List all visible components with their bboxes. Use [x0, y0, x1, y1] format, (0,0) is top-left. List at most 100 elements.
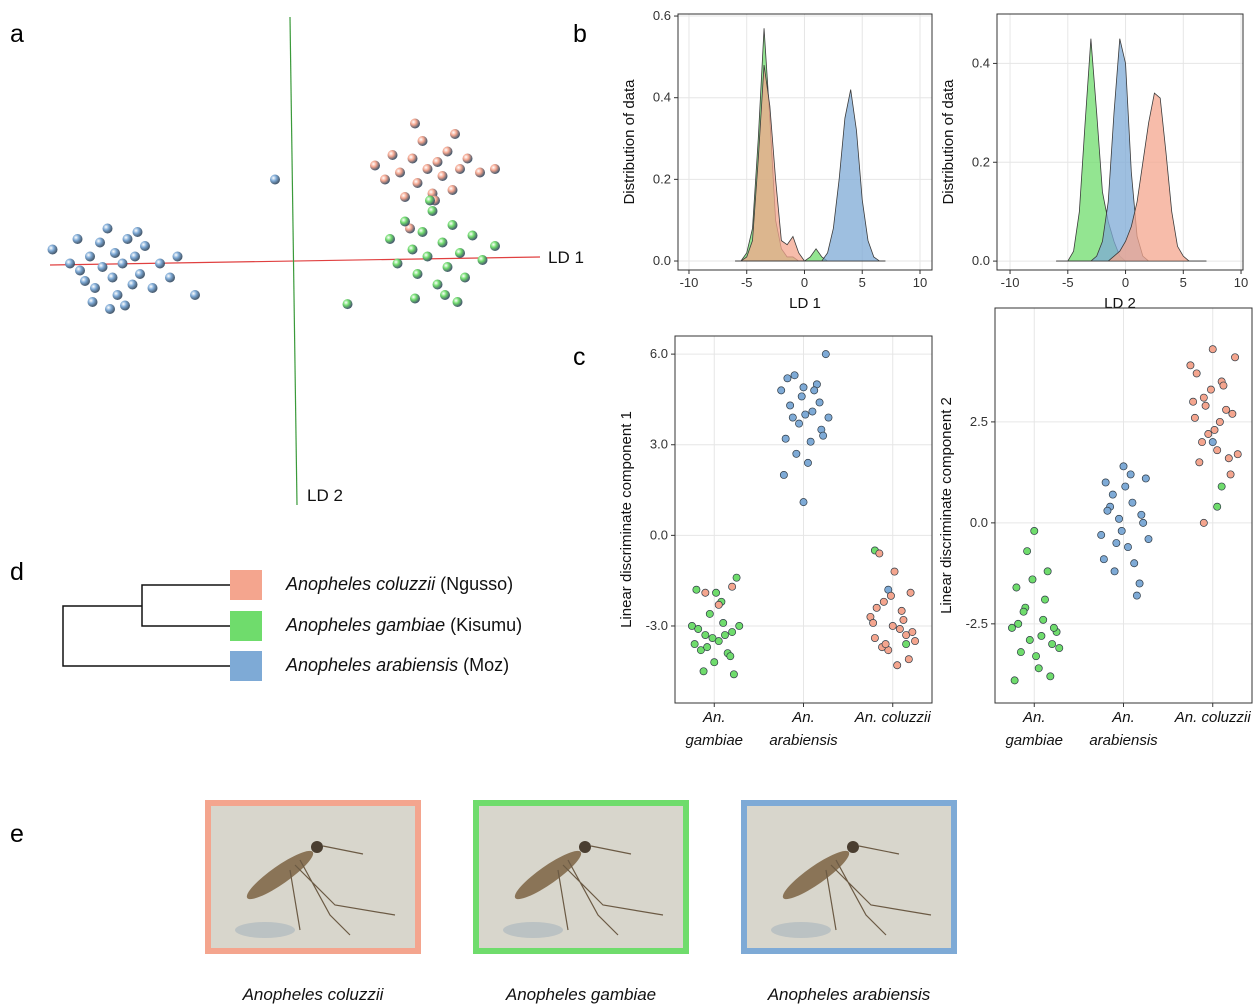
data-point [712, 588, 720, 597]
plot-frame [677, 13, 933, 271]
data-point [699, 667, 708, 676]
data-point [1192, 369, 1201, 378]
data-point [127, 279, 138, 290]
y-tick-label: 0.6 [653, 8, 671, 23]
y-tick-label: 2.5 [970, 414, 988, 429]
data-point [1208, 345, 1217, 354]
data-point [888, 622, 897, 630]
data-point [824, 413, 833, 422]
data-point [1037, 632, 1046, 640]
data-point [490, 241, 500, 251]
data-point [1110, 567, 1119, 576]
data-point [105, 304, 115, 314]
data-point [1115, 514, 1123, 523]
mosquito-sketch [503, 841, 664, 938]
data-point [1204, 430, 1213, 438]
species-name: Anopheles gambiae [286, 615, 446, 635]
y-tick-label: 0.0 [653, 253, 671, 268]
data-point [437, 171, 448, 181]
data-point [1231, 353, 1239, 362]
data-point [688, 622, 696, 630]
data-point [735, 622, 744, 630]
data-point [887, 591, 895, 600]
data-point [799, 498, 808, 507]
data-point [1210, 426, 1219, 434]
axis-label: LD 2 [307, 486, 343, 505]
data-point [1008, 623, 1016, 632]
data-point [1019, 607, 1028, 616]
x-tick-label: An. gambiae [685, 709, 744, 749]
data-point [122, 234, 133, 244]
data-point [407, 153, 418, 164]
data-point [714, 637, 723, 646]
x-tick-label: -5 [741, 275, 753, 290]
x-tick-label: 10 [1234, 275, 1248, 290]
data-point [1139, 518, 1148, 527]
data-point [1117, 526, 1126, 535]
data-point [870, 634, 879, 643]
shadow [771, 922, 831, 938]
data-point [1130, 559, 1139, 568]
data-point [1099, 555, 1108, 564]
data-point [801, 410, 810, 419]
data-point [190, 290, 200, 300]
x-axis-label: LD 1 [789, 295, 821, 312]
data-point [425, 195, 435, 206]
data-point [410, 293, 420, 304]
data-point [1224, 454, 1233, 463]
data-point [422, 251, 433, 262]
data-point [380, 174, 390, 185]
mosquito-body [246, 850, 314, 900]
legend-swatch [230, 611, 262, 641]
data-point [385, 234, 395, 244]
data-point [47, 244, 58, 255]
data-point [1023, 547, 1032, 556]
data-point [432, 157, 443, 167]
data-point [1222, 405, 1231, 414]
data-point [97, 262, 108, 272]
y-tick-label: 0.0 [650, 527, 668, 542]
legend-entry: Anopheles gambiae (Kisumu) [286, 615, 522, 636]
mosquito-head [847, 841, 859, 853]
x-tick-label: 0 [1122, 275, 1129, 290]
axis-line [49, 256, 541, 266]
data-point [1141, 474, 1150, 483]
panel-label: e [10, 820, 24, 848]
y-tick-label: 0.0 [972, 253, 990, 268]
data-point [110, 248, 120, 258]
data-point [810, 386, 819, 395]
data-point [120, 300, 130, 311]
axis-line [289, 16, 298, 506]
data-point [75, 265, 85, 276]
data-point [1186, 361, 1195, 370]
data-point [412, 178, 423, 188]
data-point [899, 615, 908, 624]
data-point [1039, 615, 1048, 624]
data-point [112, 290, 123, 300]
data-point [1144, 535, 1153, 543]
data-point [1199, 393, 1208, 402]
data-point [165, 272, 175, 283]
density-area [1056, 92, 1207, 262]
data-point [475, 167, 485, 178]
strain-name: (Kisumu) [450, 615, 523, 635]
data-point [1032, 652, 1040, 661]
data-point [1030, 526, 1039, 535]
data-point [1128, 498, 1137, 507]
data-point [904, 655, 913, 664]
y-tick-label: 0.4 [972, 55, 990, 70]
x-tick-label: 0 [801, 275, 808, 290]
data-point [1199, 518, 1208, 527]
legend-swatch [230, 651, 262, 681]
dendrogram [62, 584, 230, 667]
data-point [819, 431, 828, 440]
data-point [80, 276, 90, 286]
data-point [87, 297, 98, 307]
x-tick-label: -10 [1001, 275, 1020, 290]
mosquito-body [782, 850, 850, 900]
data-point [872, 603, 881, 612]
data-point [387, 150, 398, 160]
data-point [417, 136, 428, 146]
data-point [447, 185, 458, 195]
